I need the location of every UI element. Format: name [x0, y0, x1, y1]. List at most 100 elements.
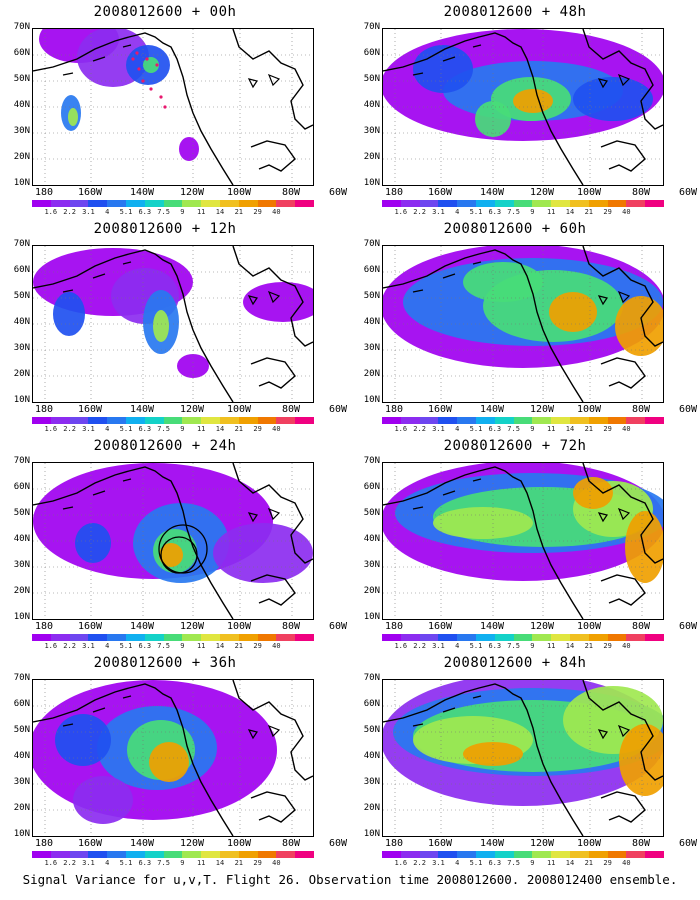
colorbar-label: 3.1	[82, 859, 95, 867]
longitude-label: 140W	[129, 621, 155, 632]
colorbar-swatch	[607, 851, 627, 858]
longitude-label: 120W	[179, 187, 205, 198]
latitude-label: 10N	[13, 178, 30, 188]
colorbar-swatch	[457, 851, 476, 858]
contour-field	[383, 680, 663, 836]
longitude-label: 180	[384, 621, 404, 632]
longitude-label: 160W	[77, 838, 103, 849]
latitude-label: 30N	[363, 343, 380, 353]
latitude-label: 60N	[363, 48, 380, 58]
colorbar-label: 9	[530, 425, 535, 433]
colorbar-swatch	[182, 417, 202, 424]
variance-contour	[179, 137, 199, 161]
colorbar-swatch	[645, 851, 664, 858]
colorbar-label: 11	[546, 642, 556, 650]
latitude-label: 20N	[363, 803, 380, 813]
colorbar-label: 4	[105, 425, 110, 433]
longitude-label: 60W	[678, 404, 698, 415]
colorbar-swatch	[513, 634, 533, 641]
variance-contour	[513, 89, 553, 113]
colorbar-label: 1.6	[44, 425, 58, 433]
colorbar-label: 1.6	[394, 425, 408, 433]
latitude-label: 60N	[363, 265, 380, 275]
colorbar-swatch	[382, 417, 401, 424]
colorbar-label: 4	[455, 208, 460, 216]
colorbar-swatch	[201, 200, 220, 207]
colorbar-label: 29	[603, 208, 612, 216]
latitude-label: 70N	[363, 22, 380, 32]
colorbar	[382, 200, 664, 207]
colorbar-label: 4	[455, 425, 460, 433]
longitude-label: 160W	[427, 621, 453, 632]
panel-title: 2008012600 + 60h	[443, 221, 587, 237]
colorbar-swatch	[588, 634, 608, 641]
colorbar-swatch	[645, 417, 664, 424]
colorbar-label: 7.5	[157, 208, 170, 216]
variance-contour	[573, 477, 613, 509]
latitude-label: 50N	[363, 725, 380, 735]
latitude-label: 20N	[363, 369, 380, 379]
colorbar-swatch	[494, 417, 514, 424]
longitude-label: 60W	[328, 404, 348, 415]
colorbar-label: 29	[253, 208, 262, 216]
map-panel: 2008012600 + 36h 70N 60N 50N 40N 30N 20N 10N 180…	[0, 655, 347, 867]
variance-contour	[159, 543, 183, 567]
colorbar-swatch	[382, 634, 401, 641]
colorbar-swatch	[400, 634, 420, 641]
longitude-label: 140W	[479, 187, 505, 198]
colorbar-label: 21	[234, 859, 244, 867]
colorbar-label: 21	[584, 859, 594, 867]
longitude-label: 160W	[77, 187, 103, 198]
longitude-label: 100W	[226, 404, 252, 415]
colorbar-swatch	[419, 634, 439, 641]
colorbar-swatch	[276, 851, 296, 858]
colorbar-label: 2.2	[413, 425, 426, 433]
longitude-label: 60W	[678, 187, 698, 198]
longitude-label: 140W	[129, 838, 155, 849]
latitude-label: 10N	[363, 829, 380, 839]
colorbar-label: 1.6	[44, 208, 58, 216]
panel-title: 2008012600 + 24h	[93, 438, 237, 454]
longitude-label: 100W	[226, 838, 252, 849]
coastline	[412, 261, 631, 306]
colorbar-label: 40	[272, 425, 281, 433]
colorbar-label: 9	[180, 425, 185, 433]
colorbar-swatch	[88, 417, 108, 424]
variance-contour	[475, 101, 511, 137]
map-panel: 2008012600 + 60h 70N 60N 50N 40N 30N 20N 10N 180…	[350, 221, 697, 433]
colorbar-swatch	[645, 634, 664, 641]
colorbar-swatch	[551, 200, 570, 207]
colorbar-swatch	[475, 200, 495, 207]
map-panel: 2008012600 + 12h 70N 60N 50N 40N 30N 20N 10N 180…	[0, 221, 347, 433]
variance-map	[32, 679, 314, 837]
colorbar-swatch	[201, 417, 220, 424]
colorbar-label: 1.6	[394, 208, 408, 216]
colorbar-swatch	[219, 417, 239, 424]
colorbar-swatch	[551, 634, 570, 641]
colorbar-label: 7.5	[157, 642, 170, 650]
longitude-label: 160W	[77, 404, 103, 415]
colorbar-label: 6.3	[138, 208, 152, 216]
longitude-label: 100W	[226, 187, 252, 198]
colorbar-label: 3.1	[82, 642, 95, 650]
observation-dot	[155, 63, 159, 67]
colorbar-label: 40	[622, 208, 631, 216]
colorbar-label: 11	[546, 208, 556, 216]
longitude-label: 80W	[281, 621, 301, 632]
colorbar-label: 40	[622, 642, 631, 650]
latitude-label: 50N	[13, 74, 30, 84]
latitude-label: 20N	[13, 369, 30, 379]
colorbar-label: 7.5	[157, 425, 170, 433]
variance-contour	[213, 523, 313, 583]
longitude-label: 100W	[576, 621, 602, 632]
colorbar-label: 4	[105, 859, 110, 867]
latitude-label: 20N	[13, 803, 30, 813]
latitude-label: 50N	[363, 508, 380, 518]
colorbar	[382, 417, 664, 424]
colorbar-swatch	[551, 851, 570, 858]
colorbar-label: 2.2	[63, 859, 76, 867]
colorbar-label: 2.2	[413, 642, 426, 650]
latitude-label: 50N	[13, 291, 30, 301]
colorbar-swatch	[144, 634, 164, 641]
contour-field	[33, 29, 313, 185]
